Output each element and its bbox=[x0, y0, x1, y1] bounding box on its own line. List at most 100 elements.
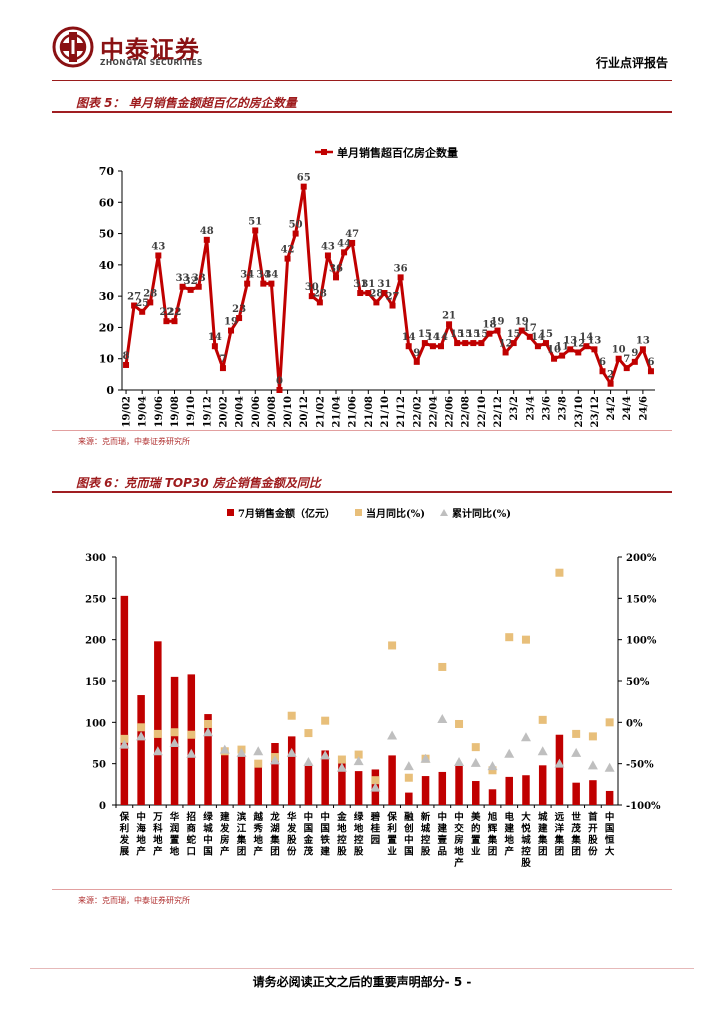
data-point bbox=[518, 327, 525, 334]
figure6-bottom-rule bbox=[52, 889, 672, 890]
x-category-label: 绿地控股 bbox=[354, 811, 364, 858]
company-name: 中泰证券 bbox=[100, 36, 200, 64]
bar bbox=[455, 765, 463, 805]
data-point bbox=[316, 299, 323, 306]
data-point bbox=[147, 299, 154, 306]
data-point bbox=[123, 361, 130, 368]
x-tick-label: 21/02 bbox=[315, 396, 326, 428]
bar bbox=[154, 641, 162, 805]
cumulative-yoy-point bbox=[470, 757, 481, 767]
data-label: 15 bbox=[474, 329, 488, 340]
cumulative-yoy-point bbox=[336, 762, 347, 772]
y-tick-label: 60 bbox=[99, 196, 115, 209]
bar bbox=[237, 755, 246, 805]
x-category-label: 保利置业 bbox=[386, 811, 397, 858]
y-right-tick-label: 100% bbox=[626, 636, 657, 647]
data-point bbox=[357, 290, 364, 297]
legend-square-marker bbox=[355, 509, 362, 516]
y-tick-label: 50 bbox=[99, 228, 115, 241]
y-tick-label: 20 bbox=[99, 321, 115, 334]
x-tick-label: 22/12 bbox=[493, 396, 504, 428]
data-label: 28 bbox=[143, 288, 157, 299]
x-tick-label: 20/04 bbox=[235, 396, 246, 428]
cumulative-yoy-point bbox=[286, 747, 297, 757]
company-name-en: ZHONGTAI SECURITIES bbox=[100, 58, 203, 67]
y-right-tick-label: 50% bbox=[626, 677, 650, 688]
report-type: 行业点评报告 bbox=[595, 56, 668, 70]
cumulative-yoy-point bbox=[437, 714, 448, 724]
data-point bbox=[163, 318, 170, 325]
monthly-yoy-point bbox=[572, 729, 581, 738]
x-tick-label: 24/6 bbox=[638, 396, 649, 421]
data-point bbox=[131, 302, 138, 309]
data-label: 23 bbox=[232, 304, 246, 315]
cumulative-yoy-point bbox=[504, 748, 515, 758]
legend-bar-marker bbox=[227, 509, 234, 516]
data-point bbox=[308, 293, 315, 300]
monthly-yoy-point bbox=[588, 732, 597, 741]
monthly-yoy-point bbox=[120, 734, 129, 743]
monthly-yoy-point bbox=[204, 719, 213, 728]
data-point bbox=[429, 343, 436, 350]
data-label: 15 bbox=[466, 329, 480, 340]
data-point bbox=[462, 340, 469, 347]
x-tick-label: 24/4 bbox=[622, 396, 633, 421]
x-tick-label: 21/10 bbox=[380, 396, 391, 428]
data-label: 13 bbox=[636, 335, 650, 346]
x-tick-label: 19/06 bbox=[154, 396, 165, 428]
x-category-label: 中海地产 bbox=[136, 811, 146, 858]
y-tick-label: 0 bbox=[106, 384, 114, 397]
data-label: 48 bbox=[200, 226, 214, 237]
figure6-title-rule bbox=[52, 491, 672, 493]
data-point bbox=[421, 340, 428, 347]
bar bbox=[555, 734, 564, 805]
cumulative-yoy-point bbox=[269, 755, 280, 765]
x-category-label: 城建集团 bbox=[537, 811, 548, 858]
x-tick-label: 22/06 bbox=[445, 396, 456, 428]
y-right-tick-label: 200% bbox=[626, 553, 657, 564]
monthly-yoy-point bbox=[254, 759, 263, 768]
data-point bbox=[397, 274, 404, 281]
figure5-title-rule bbox=[52, 111, 672, 113]
x-category-label: 中交房地产 bbox=[454, 811, 464, 869]
cumulative-yoy-point bbox=[219, 744, 230, 754]
monthly-yoy-point bbox=[438, 662, 447, 671]
y-right-tick-label: 150% bbox=[626, 594, 657, 605]
x-category-label: 远洋集团 bbox=[554, 812, 565, 858]
company-logo-icon bbox=[52, 26, 94, 68]
y-tick-label: 30 bbox=[99, 290, 115, 303]
data-point bbox=[171, 318, 178, 325]
x-tick-label: 23/12 bbox=[590, 396, 601, 428]
data-label: 34 bbox=[264, 270, 278, 281]
data-label: 47 bbox=[345, 229, 359, 240]
data-label: 31 bbox=[361, 279, 375, 290]
data-point bbox=[284, 255, 291, 262]
data-point bbox=[333, 274, 340, 281]
data-label: 65 bbox=[297, 173, 311, 184]
cumulative-yoy-point bbox=[454, 757, 465, 767]
data-point bbox=[341, 249, 348, 256]
data-point bbox=[631, 358, 638, 365]
figure6-combo-chart: 7月销售金额（亿元） 当月同比(%) 累计同比(%) 0 50 100 150 200 250 3… bbox=[85, 507, 661, 869]
cumulative-yoy-point bbox=[554, 758, 565, 768]
bar bbox=[204, 714, 212, 805]
data-label: 25 bbox=[135, 298, 149, 309]
bar bbox=[304, 763, 313, 805]
x-category-label: 中建壹品 bbox=[437, 811, 448, 858]
x-tick-label: 23/6 bbox=[541, 396, 552, 421]
cumulative-yoy-point bbox=[520, 732, 531, 742]
x-category-label: 建发房产 bbox=[219, 811, 230, 858]
bar bbox=[321, 750, 329, 805]
monthly-yoy-point bbox=[371, 776, 380, 785]
x-tick-label: 22/04 bbox=[428, 396, 439, 428]
data-label: 36 bbox=[394, 263, 408, 274]
legend-label: 单月销售超百亿房企数量 bbox=[337, 146, 458, 160]
data-point bbox=[623, 365, 630, 372]
x-tick-label: 21/06 bbox=[348, 396, 359, 428]
data-point bbox=[260, 280, 267, 287]
x-tick-label: 20/02 bbox=[218, 396, 229, 428]
monthly-yoy-point bbox=[388, 641, 397, 650]
x-tick-label: 22/10 bbox=[477, 396, 488, 428]
bar bbox=[488, 789, 497, 805]
